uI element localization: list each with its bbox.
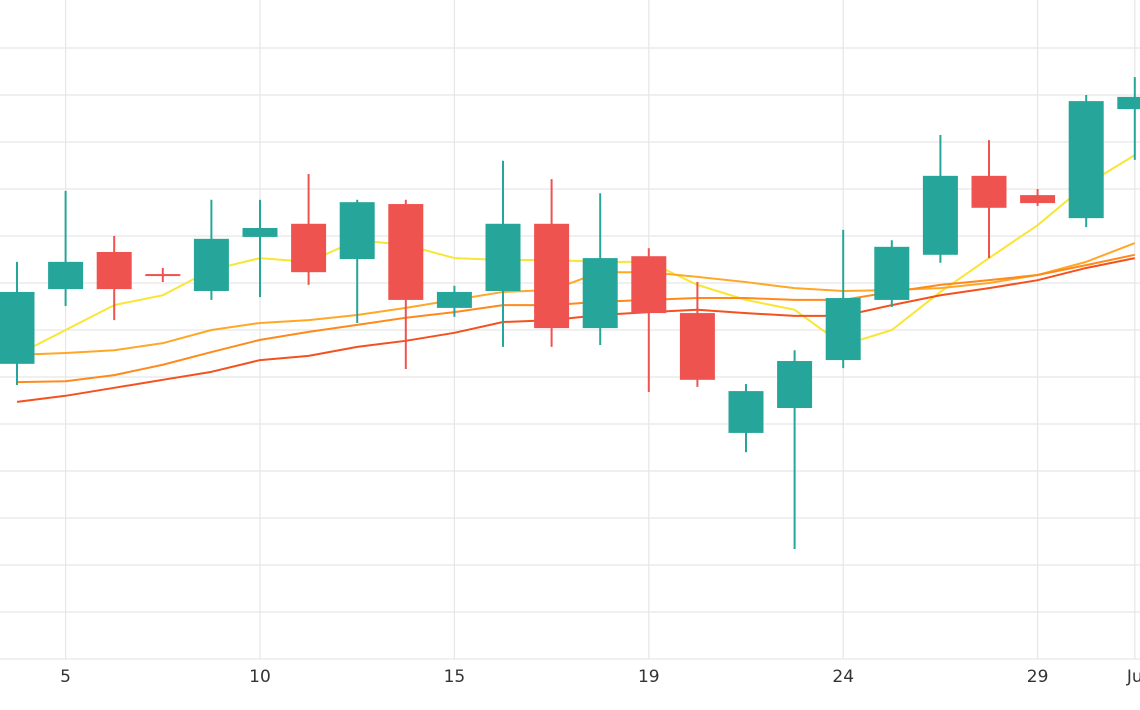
candle-body bbox=[96, 251, 132, 290]
x-tick-label: 5 bbox=[60, 667, 71, 687]
ma-line bbox=[16, 242, 1136, 356]
candle-body bbox=[242, 228, 278, 237]
x-tick-label: Ju bbox=[1126, 667, 1140, 687]
candle-body bbox=[825, 298, 861, 361]
x-tick-label: 29 bbox=[1027, 667, 1049, 687]
candle-body bbox=[388, 204, 424, 300]
candle-body bbox=[1020, 195, 1056, 204]
x-tick-label: 24 bbox=[832, 667, 854, 687]
candle-body bbox=[145, 274, 181, 277]
candle-body bbox=[0, 291, 35, 364]
x-tick-label: 15 bbox=[444, 667, 466, 687]
candle-body bbox=[339, 202, 375, 260]
candle-body bbox=[291, 223, 327, 273]
candle-body bbox=[679, 313, 715, 380]
candle-body bbox=[728, 391, 764, 433]
candle-body bbox=[971, 175, 1007, 208]
candle-body bbox=[922, 175, 958, 255]
ma-line bbox=[16, 154, 1136, 356]
x-tick-label: 10 bbox=[249, 667, 271, 687]
candle-body bbox=[1117, 96, 1140, 110]
candle-body bbox=[534, 223, 570, 329]
ma-line bbox=[16, 253, 1136, 384]
candle-body bbox=[48, 261, 84, 290]
candle-body bbox=[436, 291, 472, 308]
candle-body bbox=[777, 361, 813, 409]
candle-body bbox=[193, 238, 229, 291]
candle-body bbox=[1068, 101, 1104, 219]
candle-body bbox=[874, 246, 910, 300]
x-tick-label: 19 bbox=[638, 667, 660, 687]
candle-body bbox=[485, 223, 521, 291]
candle-body bbox=[631, 256, 667, 314]
ma-line bbox=[16, 257, 1135, 403]
candle-body bbox=[582, 258, 618, 329]
